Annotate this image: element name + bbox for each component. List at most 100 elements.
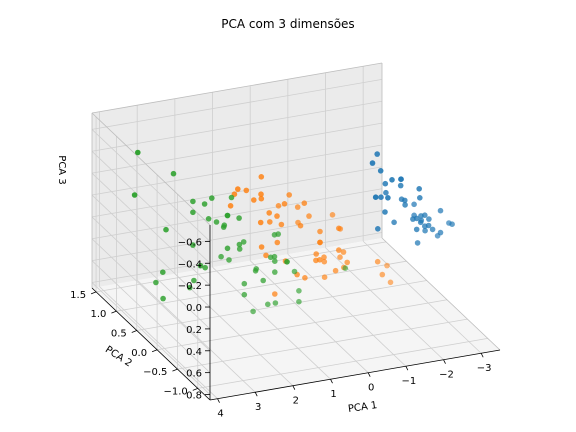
data-point (284, 259, 290, 265)
data-point (272, 300, 279, 306)
y-tick-mark (151, 349, 158, 353)
x-tick-mark (330, 379, 333, 384)
data-point (387, 279, 394, 286)
data-point (382, 209, 388, 215)
data-point (227, 203, 234, 209)
data-point (235, 186, 241, 192)
z-tick-label: −0.6 (178, 237, 202, 248)
data-point (252, 268, 259, 274)
z-tick-label: 0.4 (186, 347, 202, 358)
data-point (449, 221, 455, 227)
gridline-z (91, 144, 383, 196)
pane-edge (91, 62, 383, 114)
gridline-x (212, 266, 331, 380)
y-tick-label: −1.0 (163, 386, 187, 397)
data-point (240, 239, 247, 245)
data-point (317, 239, 323, 246)
x-tick-mark (405, 366, 409, 371)
data-point (272, 269, 278, 275)
data-point (190, 209, 196, 216)
data-point (153, 279, 159, 286)
x-tick-mark (254, 392, 258, 397)
data-point (278, 221, 285, 228)
data-point (266, 210, 273, 216)
data-point (275, 203, 282, 209)
data-point (411, 201, 417, 208)
data-point (226, 257, 232, 263)
data-point (426, 216, 432, 222)
x-tick-label: 1 (330, 389, 336, 400)
data-point (236, 241, 243, 248)
gridline-x (287, 253, 407, 367)
data-point (332, 267, 339, 274)
data-point (160, 269, 166, 276)
data-point (416, 186, 423, 192)
gridline-y (136, 280, 427, 331)
data-point (414, 240, 421, 246)
data-point (374, 151, 381, 157)
pane-edge (91, 112, 211, 226)
x-tick-mark (443, 359, 446, 364)
tick-labels: 4 3 2 1 0 −1 −2 −3 1.5 1.0 0.5 0.0 −0.5 −1.0 −0.6 −0.4 −… (70, 237, 491, 419)
data-point (224, 245, 231, 252)
data-point (429, 226, 436, 233)
gridline-x (249, 260, 369, 374)
data-point (272, 291, 278, 297)
data-point (190, 198, 196, 205)
data-point (321, 258, 328, 265)
data-point (382, 180, 389, 187)
data-point (336, 247, 342, 253)
data-point (375, 226, 381, 232)
data-point (306, 213, 312, 219)
data-point (257, 219, 264, 226)
x-tick-label: −3 (477, 363, 492, 374)
x-tick-mark (217, 398, 220, 403)
data-point (263, 252, 269, 259)
y-tick-mark (131, 330, 137, 333)
data-point (391, 219, 397, 226)
x-tick-mark (480, 353, 484, 358)
x-axis-line (209, 349, 501, 401)
data-point (260, 277, 267, 284)
data-point (258, 191, 264, 197)
data-point (294, 204, 301, 210)
data-point (224, 212, 231, 219)
data-point (274, 213, 280, 219)
z-tick-label: 0.6 (186, 369, 202, 380)
data-point (398, 196, 405, 202)
data-point (275, 231, 282, 237)
y-tick-mark (172, 368, 178, 372)
data-point (281, 201, 288, 207)
data-point (135, 149, 141, 156)
y-tick-label: 0.0 (131, 348, 147, 359)
data-point (220, 224, 227, 230)
x-tick-label: 4 (217, 409, 223, 420)
data-point (385, 195, 391, 201)
x-axis-label: PCA 1 (347, 400, 378, 415)
data-point (236, 215, 242, 221)
data-point (170, 170, 177, 177)
gridline-z (91, 79, 383, 130)
grid-lines (91, 66, 488, 399)
data-point (201, 201, 208, 207)
data-point (344, 259, 351, 266)
data-point (397, 182, 404, 189)
data-point (413, 226, 420, 233)
data-point (272, 258, 278, 265)
data-point (251, 197, 257, 203)
gridline-z (91, 100, 383, 152)
data-point (340, 249, 347, 255)
x-tick-mark (367, 372, 371, 377)
data-point (378, 194, 384, 200)
pane-edge (381, 237, 501, 351)
axis-lines (90, 62, 501, 403)
data-point (205, 216, 212, 222)
data-point (296, 288, 302, 294)
y-tick-mark (192, 388, 198, 391)
gridline-z (91, 166, 383, 218)
data-point (437, 207, 444, 214)
gridline-x (362, 240, 482, 354)
y-tick-label: 1.5 (70, 290, 86, 301)
